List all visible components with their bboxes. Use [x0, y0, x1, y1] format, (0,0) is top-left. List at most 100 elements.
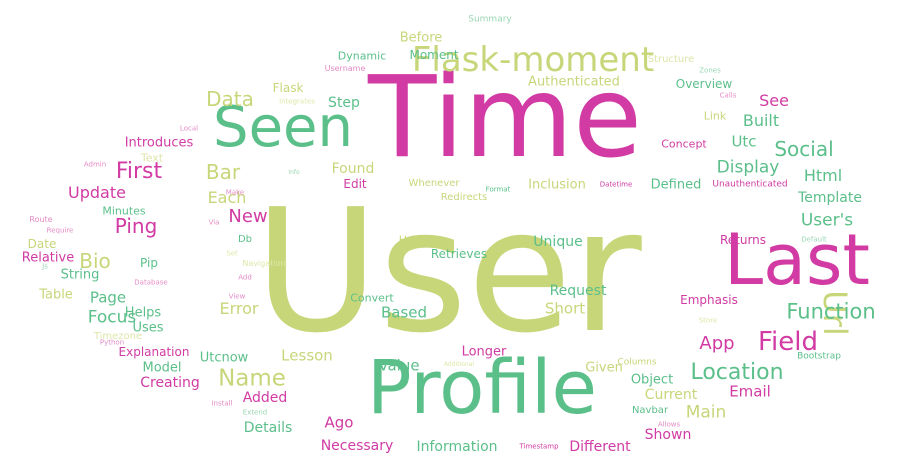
word-template: Template — [798, 190, 862, 206]
word-added: Added — [242, 390, 288, 406]
word-timestamp: Timestamp — [519, 442, 559, 451]
word-seen: Seen — [213, 95, 353, 160]
word-relative: Relative — [21, 250, 75, 266]
word-require: Require — [46, 226, 74, 235]
word-navigation: Navigation — [242, 259, 286, 268]
word-zones: Zones — [699, 66, 721, 75]
word-retrieves: Retrieves — [430, 247, 488, 261]
word-html: Html — [803, 166, 843, 185]
word-built: Built — [742, 111, 780, 130]
word-page: Page — [89, 288, 127, 307]
word-via: Via — [208, 218, 220, 227]
word-allows: Allows — [657, 420, 681, 429]
word-convert: Convert — [350, 291, 394, 305]
word-date: Date — [27, 237, 57, 251]
word-model: Model — [142, 360, 182, 376]
word-whenever: Whenever — [408, 178, 460, 189]
word-based: Based — [380, 303, 428, 322]
word-authenticated: Authenticated — [528, 74, 620, 90]
word-unauthenticated: Unauthenticated — [712, 179, 788, 190]
word-focus: Focus — [87, 307, 137, 328]
word-add: Add — [238, 273, 252, 282]
word-link: Link — [703, 109, 727, 123]
word-introduces: Introduces — [124, 135, 194, 151]
word-overview: Overview — [675, 77, 733, 91]
word-summary: Summary — [468, 14, 512, 25]
word-format: Format — [485, 185, 511, 194]
word-minutes: Minutes — [102, 204, 146, 218]
word-longer: Longer — [461, 344, 507, 360]
word-profile: Profile — [366, 345, 598, 431]
word-table: Table — [39, 287, 73, 303]
word-location: Location — [690, 360, 784, 385]
word-emphasis: Emphasis — [680, 293, 738, 307]
word-error: Error — [219, 299, 259, 318]
word-step: Step — [328, 95, 360, 111]
word-social: Social — [774, 137, 834, 161]
word-creating: Creating — [140, 375, 200, 391]
word-db: Db — [237, 234, 253, 245]
word-integrates: Integrates — [279, 97, 315, 106]
word-navbar: Navbar — [631, 405, 669, 416]
word-last: Last — [724, 219, 870, 301]
word-current: Current — [644, 387, 698, 403]
word-flask-moment: Flask-moment — [411, 40, 655, 80]
word-concept: Concept — [661, 137, 707, 151]
word-datetime: Datetime — [599, 180, 633, 189]
word-info: Info — [288, 169, 300, 176]
word-returns: Returns — [719, 233, 767, 247]
word-flask: Flask — [272, 81, 304, 95]
word-pip: Pip — [140, 256, 158, 270]
word-admin: Admin — [83, 160, 107, 169]
word-lesson: Lesson — [281, 346, 333, 365]
word-ago: Ago — [324, 413, 354, 432]
word-users: User's — [800, 210, 854, 231]
word-update: Update — [68, 183, 126, 202]
word-unique: Unique — [533, 234, 583, 250]
word-bootstrap: Bootstrap — [797, 351, 841, 362]
word-shown: Shown — [644, 427, 692, 443]
word-short: Short — [544, 299, 586, 318]
word-given: Given — [585, 360, 623, 376]
word-details: Details — [243, 420, 293, 436]
word-string: String — [60, 267, 100, 283]
word-value: Value — [378, 356, 420, 375]
word-email: Email — [729, 382, 771, 401]
word-default: Default — [801, 235, 827, 244]
word-each: Each — [207, 188, 247, 207]
word-necessary: Necessary — [320, 438, 394, 454]
word-database: Database — [134, 278, 168, 287]
word-columns: Columns — [617, 357, 657, 368]
word-utcnow: Utcnow — [199, 350, 249, 366]
word-install: Install — [211, 399, 233, 408]
word-helps: Helps — [124, 305, 162, 321]
word-structure: Structure — [647, 54, 695, 65]
word-name: Name — [218, 365, 286, 392]
word-data: Data — [206, 87, 254, 111]
word-function: Function — [786, 299, 876, 324]
word-request: Request — [549, 283, 607, 299]
word-dynamic: Dynamic — [337, 49, 387, 63]
word-information: Information — [416, 439, 498, 455]
word-utc: Utc — [731, 132, 757, 151]
word-bio: Bio — [79, 249, 111, 273]
word-handles: Handles — [398, 233, 444, 247]
word-route: Route — [29, 215, 53, 224]
word-python: Python — [99, 338, 125, 347]
word-moment: Moment — [409, 48, 459, 62]
word-bar: Bar — [205, 160, 241, 184]
word-local: Local — [179, 124, 199, 133]
word-field: Field — [757, 327, 819, 357]
word-username: Username — [324, 64, 366, 73]
word-timezone: Timezone — [93, 331, 143, 342]
word-found: Found — [331, 161, 375, 177]
word-defined: Defined — [650, 177, 702, 193]
word-explanation: Explanation — [118, 345, 190, 359]
word-extend: Extend — [242, 408, 268, 417]
word-make: Make — [225, 188, 245, 197]
word-user: User — [254, 173, 642, 371]
word-view: View — [228, 292, 246, 301]
word-js: Js — [42, 262, 48, 271]
word-uses: Uses — [132, 320, 164, 336]
